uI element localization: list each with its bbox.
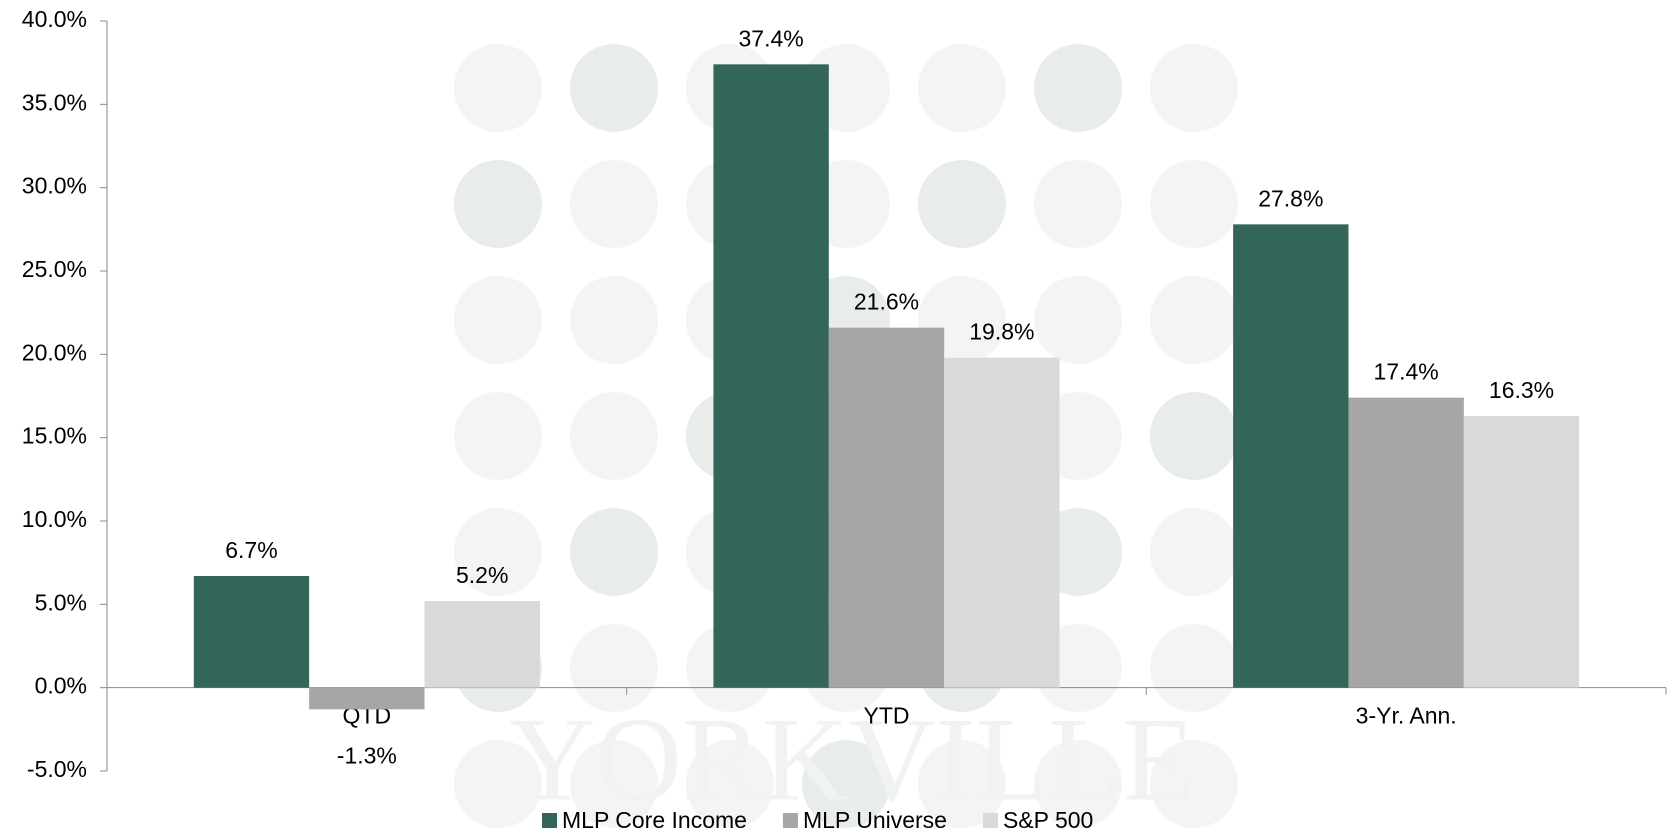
y-tick-label: 40.0% [22, 6, 87, 32]
value-label: 21.6% [854, 289, 919, 315]
y-tick-label: 20.0% [22, 339, 87, 365]
value-label: 19.8% [969, 319, 1034, 345]
legend-label: MLP Core Income [562, 807, 747, 833]
legend-label: S&P 500 [1003, 807, 1093, 833]
watermark-dot [570, 160, 658, 248]
value-label: 5.2% [456, 562, 508, 588]
value-label: -1.3% [337, 743, 397, 769]
watermark-dot [918, 44, 1006, 132]
watermark-dot [1034, 160, 1122, 248]
watermark-dot [1150, 160, 1238, 248]
bar [1463, 416, 1580, 688]
watermark-dot [1150, 392, 1238, 480]
bar [309, 687, 425, 710]
bar [828, 327, 945, 688]
watermark-dot [918, 160, 1006, 248]
watermark-dot [570, 508, 658, 596]
x-tick-label: 3-Yr. Ann. [1356, 703, 1457, 729]
value-label: 6.7% [225, 537, 277, 563]
watermark-dot [1034, 740, 1122, 828]
y-tick-label: 30.0% [22, 173, 87, 199]
watermark-text: YORKVILLE [509, 693, 1196, 826]
y-tick-label: 15.0% [22, 423, 87, 449]
watermark-dot [570, 392, 658, 480]
value-label: 37.4% [739, 25, 804, 51]
bar [944, 357, 1060, 688]
legend-swatch [542, 813, 557, 828]
watermark-dot [1150, 276, 1238, 364]
watermark [454, 44, 1238, 828]
watermark-dot [918, 740, 1006, 828]
watermark-dot [454, 276, 542, 364]
watermark-dot [1150, 624, 1238, 712]
watermark-dot [454, 392, 542, 480]
watermark-dot [802, 740, 890, 828]
bar [193, 576, 310, 688]
legend-swatch [982, 813, 998, 828]
bar [1348, 397, 1464, 688]
watermark-dot [570, 740, 658, 828]
watermark-dot [570, 44, 658, 132]
x-tick-label: YTD [864, 703, 910, 729]
bar [1233, 224, 1349, 688]
y-tick-label: 25.0% [22, 256, 87, 282]
bar [424, 601, 540, 688]
watermark-dot [1150, 44, 1238, 132]
y-tick-label: 5.0% [35, 589, 87, 615]
watermark-dot [454, 740, 542, 828]
watermark-dot [454, 160, 542, 248]
y-tick-label: -5.0% [27, 756, 87, 782]
watermark-dot [1034, 276, 1122, 364]
watermark-dot [570, 624, 658, 712]
watermark-dot [454, 44, 542, 132]
watermark-dot [454, 508, 542, 596]
legend: MLP Core Income MLP Universe S&P 500 [542, 807, 1093, 833]
watermark-dot [570, 276, 658, 364]
watermark-dot [1150, 740, 1238, 828]
legend-swatch [782, 813, 798, 828]
watermark-dot [686, 740, 774, 828]
value-label: 16.3% [1489, 377, 1554, 403]
y-tick-label: 10.0% [22, 506, 87, 532]
watermark-dot [1034, 44, 1122, 132]
watermark-dot [1150, 508, 1238, 596]
legend-label: MLP Universe [803, 807, 947, 833]
bar [713, 64, 829, 688]
y-tick-label: 35.0% [22, 89, 87, 115]
value-label: 17.4% [1374, 359, 1439, 385]
y-tick-label: 0.0% [35, 673, 87, 699]
value-label: 27.8% [1258, 185, 1323, 211]
